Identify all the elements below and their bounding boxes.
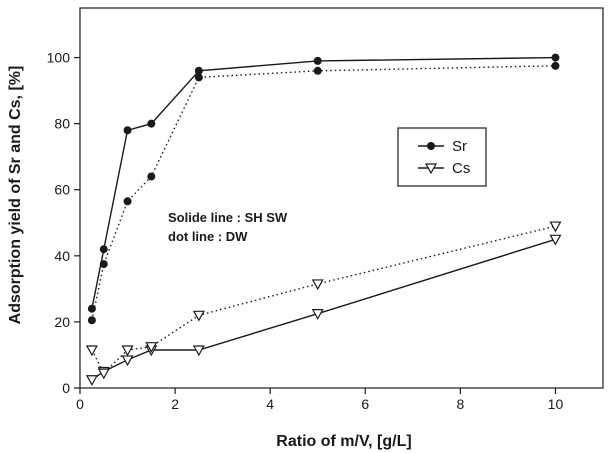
series-cs-dotted <box>85 221 562 380</box>
series-sr-dotted <box>87 61 560 325</box>
point-cs-dotted <box>311 279 324 291</box>
annotation-solid-line: Solide line : SH SW <box>168 210 288 225</box>
legend-cs-marker <box>424 163 438 175</box>
point-sr-dotted <box>147 172 156 181</box>
point-sr-solid <box>147 119 156 128</box>
point-cs-solid <box>192 345 205 357</box>
series-line-cs-solid <box>91 238 556 381</box>
point-cs-solid <box>85 375 98 386</box>
x-tick-label: 2 <box>171 396 179 412</box>
annotation-dot-line: dot line : DW <box>168 229 248 244</box>
legend-sr-label: Sr <box>452 138 467 155</box>
point-sr-solid <box>99 245 108 254</box>
x-tick-label: 8 <box>456 396 464 412</box>
y-tick-label: 80 <box>54 116 70 132</box>
point-cs-dotted <box>549 221 562 233</box>
x-tick-label: 10 <box>548 396 564 412</box>
point-cs-dotted <box>121 345 134 357</box>
point-sr-solid <box>313 56 322 65</box>
legend-box <box>397 127 487 187</box>
series-sr-solid <box>87 53 560 313</box>
y-axis-title: Adsorption yield of Sr and Cs, [%] <box>7 66 24 325</box>
plot-frame <box>79 7 604 389</box>
point-sr-dotted <box>123 197 132 206</box>
x-tick-label: 6 <box>361 396 369 412</box>
series-line-sr-dotted <box>91 65 556 321</box>
x-tick-label: 0 <box>76 396 84 412</box>
legend: Sr Cs <box>397 127 487 187</box>
point-cs-dotted <box>85 345 98 357</box>
point-sr-dotted <box>194 73 203 82</box>
series-layer <box>85 53 562 386</box>
point-sr-dotted <box>87 316 96 325</box>
point-sr-dotted <box>551 61 560 70</box>
point-cs-solid <box>549 234 562 246</box>
point-cs-dotted <box>145 342 158 353</box>
x-tick-label: 4 <box>266 396 274 412</box>
point-sr-dotted <box>99 260 108 269</box>
point-cs-dotted <box>192 310 205 322</box>
y-tick-label: 20 <box>54 314 70 330</box>
y-tick-label: 100 <box>47 50 71 66</box>
point-cs-solid <box>311 309 324 320</box>
point-sr-solid <box>123 126 132 135</box>
point-cs-dotted <box>97 368 110 380</box>
series-cs-solid <box>85 234 562 386</box>
point-sr-dotted <box>313 66 322 75</box>
series-line-cs-dotted <box>91 225 556 375</box>
x-axis-title: Ratio of m/V, [g/L] <box>276 433 411 450</box>
y-tick-label: 60 <box>54 182 70 198</box>
point-sr-solid <box>551 53 560 62</box>
y-tick-label: 40 <box>54 248 70 264</box>
legend-cs-label: Cs <box>452 160 470 177</box>
legend-sr-marker <box>427 142 435 150</box>
point-sr-solid <box>194 66 203 75</box>
point-cs-solid <box>121 355 134 367</box>
y-tick-label: 0 <box>62 380 70 396</box>
